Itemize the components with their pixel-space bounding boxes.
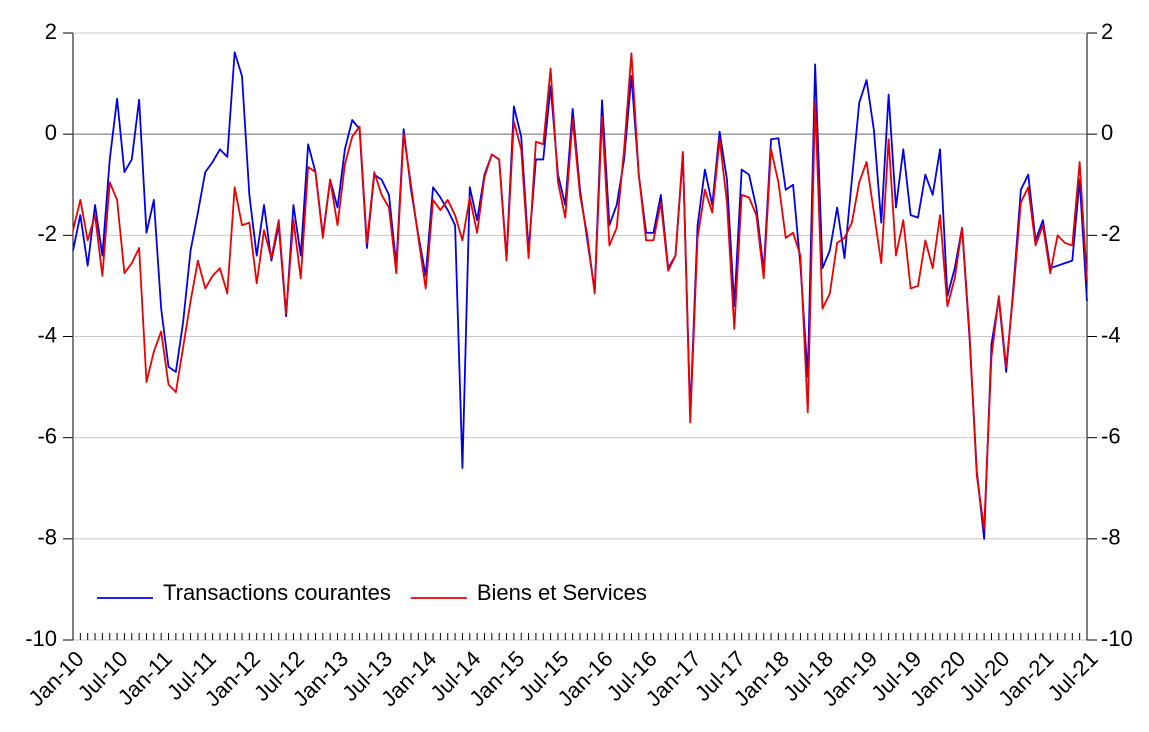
y-tick-label: -6 [37, 423, 57, 448]
x-tick-label: Jan-10 [23, 646, 88, 711]
y2-tick-label: -6 [1101, 423, 1121, 448]
y2-tick-label: 2 [1101, 19, 1113, 44]
y2-tick-label: 0 [1101, 120, 1113, 145]
y-tick-label: -8 [37, 525, 57, 550]
legend-label: Biens et Services [477, 580, 647, 605]
y-tick-label: -10 [25, 626, 57, 651]
y2-tick-label: -8 [1101, 525, 1121, 550]
y2-tick-label: -2 [1101, 221, 1121, 246]
series-line [72, 51, 1088, 540]
y-tick-label: -4 [37, 322, 57, 347]
x-tick-label: Jul-21 [1043, 646, 1103, 706]
y2-tick-label: -4 [1101, 322, 1121, 347]
legend-label: Transactions courantes [163, 580, 391, 605]
y-tick-label: 2 [45, 19, 57, 44]
y2-tick-label: -10 [1101, 626, 1133, 651]
y-tick-label: 0 [45, 120, 57, 145]
y-tick-label: -2 [37, 221, 57, 246]
series-line [72, 52, 1088, 530]
